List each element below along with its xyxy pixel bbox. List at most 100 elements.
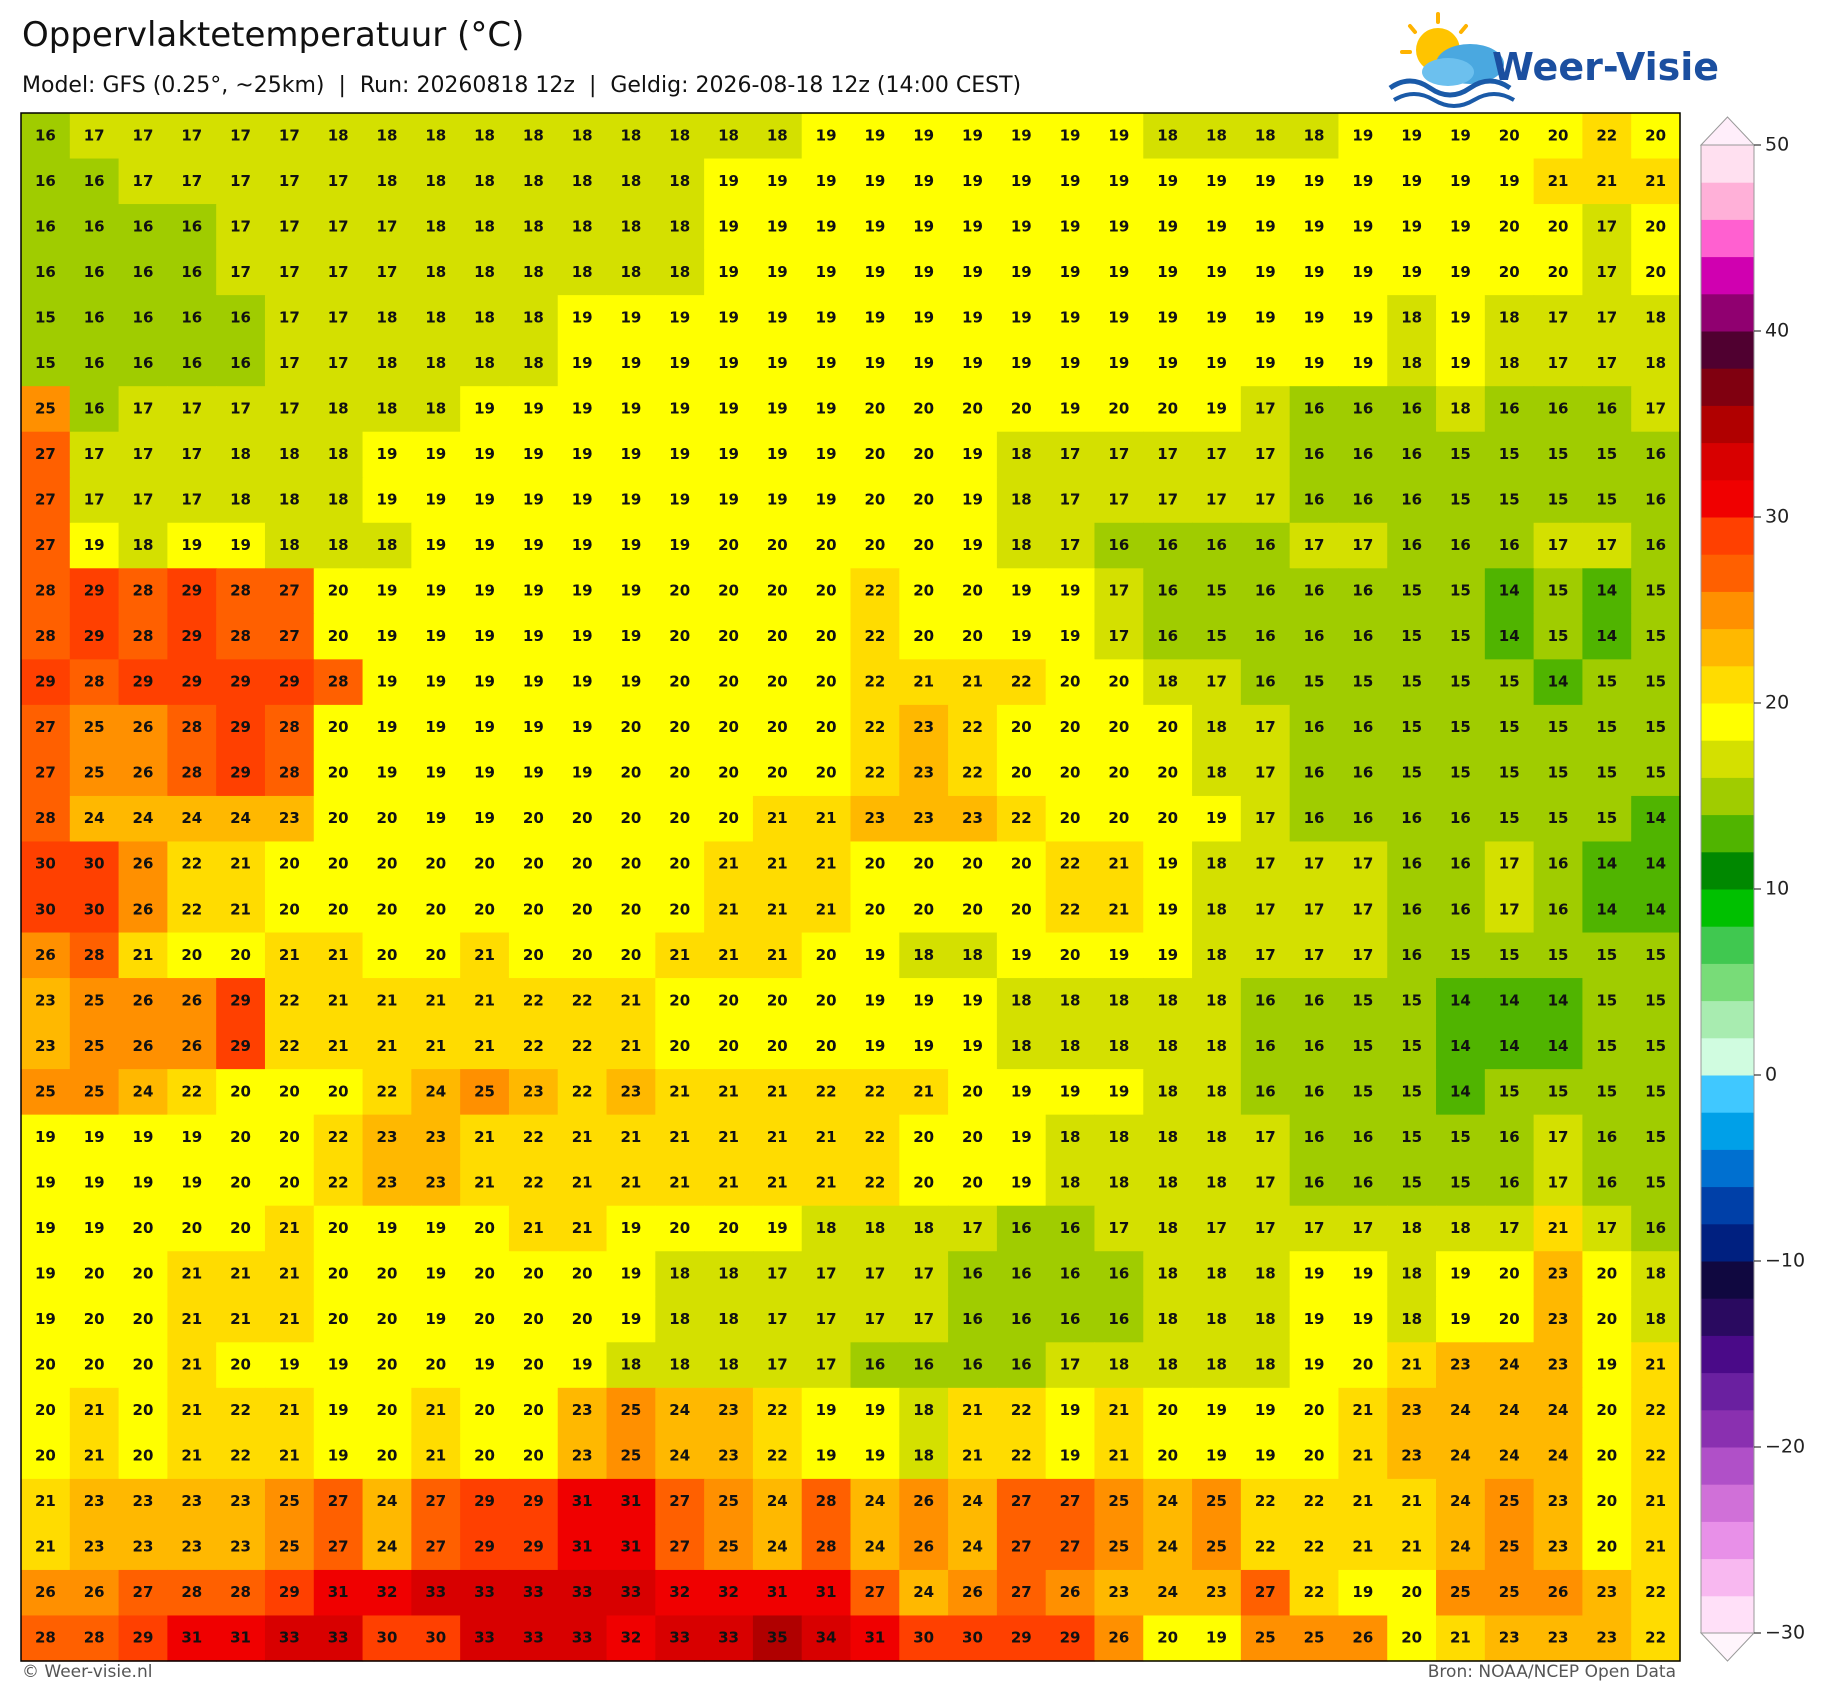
temperature-cell xyxy=(1387,158,1437,205)
temperature-cell xyxy=(1533,1160,1584,1207)
temperature-label: 17 xyxy=(181,399,202,417)
temperature-cell xyxy=(1484,795,1535,843)
temperature-cell xyxy=(1192,522,1242,569)
temperature-label: 19 xyxy=(1060,263,1081,281)
temperature-cell xyxy=(1582,932,1632,979)
temperature-label: 29 xyxy=(181,673,202,691)
temperature-cell xyxy=(1631,113,1681,160)
temperature-label: 19 xyxy=(718,172,739,190)
temperature-label: 24 xyxy=(1450,1492,1471,1510)
temperature-cell xyxy=(69,887,120,934)
temperature-label: 20 xyxy=(718,718,739,736)
temperature-label: 17 xyxy=(1255,1128,1276,1146)
temperature-cell xyxy=(996,340,1047,387)
temperature-label: 18 xyxy=(1011,491,1032,509)
temperature-label: 31 xyxy=(620,1538,641,1556)
temperature-label: 19 xyxy=(1011,1128,1032,1146)
temperature-cell xyxy=(1533,1251,1584,1298)
temperature-cell xyxy=(1192,613,1242,660)
temperature-cell xyxy=(1143,1160,1193,1207)
temperature-label: 16 xyxy=(1401,809,1422,827)
temperature-cell xyxy=(704,522,754,569)
temperature-label: 21 xyxy=(669,1173,690,1191)
temperature-label: 21 xyxy=(913,673,934,691)
temperature-label: 17 xyxy=(230,399,251,417)
temperature-label: 15 xyxy=(1596,491,1617,509)
temperature-cell xyxy=(508,1342,559,1389)
temperature-cell xyxy=(1484,204,1535,251)
temperature-label: 16 xyxy=(1450,900,1471,918)
temperature-cell xyxy=(118,795,168,843)
temperature-cell xyxy=(1338,1569,1388,1617)
temperature-label: 21 xyxy=(718,946,739,964)
temperature-cell xyxy=(606,568,656,615)
temperature-label: 25 xyxy=(474,1082,495,1100)
temperature-cell xyxy=(752,613,803,660)
temperature-cell xyxy=(1094,431,1144,478)
temperature-label: 16 xyxy=(181,354,202,372)
temperature-cell xyxy=(752,113,803,160)
temperature-label: 23 xyxy=(962,809,983,827)
temperature-label: 18 xyxy=(620,217,641,235)
temperature-label: 17 xyxy=(230,126,251,144)
temperature-label: 17 xyxy=(181,445,202,463)
temperature-label: 20 xyxy=(1011,764,1032,782)
temperature-cell xyxy=(1289,750,1340,797)
temperature-cell xyxy=(1582,1342,1632,1389)
temperature-label: 26 xyxy=(913,1492,934,1510)
temperature-cell xyxy=(216,1251,266,1298)
temperature-cell xyxy=(1192,1433,1242,1480)
temperature-cell xyxy=(1582,613,1632,660)
temperature-label: 25 xyxy=(35,1082,56,1100)
temperature-cell xyxy=(1631,1069,1681,1116)
temperature-label: 16 xyxy=(1548,399,1569,417)
temperature-cell xyxy=(557,1615,608,1662)
temperature-label: 21 xyxy=(230,900,251,918)
temperature-cell xyxy=(1338,158,1388,205)
temperature-cell xyxy=(1582,386,1632,433)
temperature-cell xyxy=(752,1023,803,1070)
temperature-cell xyxy=(1289,841,1340,888)
temperature-cell xyxy=(21,568,71,615)
temperature-label: 15 xyxy=(1645,1037,1666,1055)
temperature-label: 33 xyxy=(279,1629,300,1647)
temperature-cell xyxy=(1484,1615,1535,1662)
temperature-label: 30 xyxy=(35,900,56,918)
temperature-cell xyxy=(557,1296,608,1343)
temperature-cell xyxy=(216,1615,266,1662)
temperature-cell xyxy=(557,1433,608,1480)
temperature-label: 20 xyxy=(35,1447,56,1465)
temperature-label: 20 xyxy=(1304,1447,1325,1465)
temperature-label: 20 xyxy=(669,673,690,691)
temperature-label: 16 xyxy=(864,1356,885,1374)
temperature-cell xyxy=(264,477,315,524)
temperature-label: 18 xyxy=(425,354,446,372)
temperature-cell xyxy=(899,1433,949,1480)
temperature-label: 31 xyxy=(816,1583,837,1601)
temperature-cell xyxy=(167,386,217,433)
footer-source: Bron: NOAA/NCEP Open Data xyxy=(1428,1662,1676,1681)
temperature-label: 20 xyxy=(816,536,837,554)
temperature-label: 19 xyxy=(523,718,544,736)
temperature-cell xyxy=(1289,887,1340,934)
temperature-cell xyxy=(948,887,998,934)
temperature-label: 16 xyxy=(962,1265,983,1283)
temperature-label: 18 xyxy=(133,536,154,554)
temperature-cell xyxy=(1387,113,1437,160)
temperature-cell xyxy=(1289,659,1340,706)
temperature-label: 19 xyxy=(620,491,641,509)
temperature-label: 21 xyxy=(816,900,837,918)
temperature-cell xyxy=(1582,1251,1632,1298)
temperature-cell xyxy=(69,613,120,660)
temperature-cell xyxy=(557,113,608,160)
temperature-label: 20 xyxy=(328,855,349,873)
temperature-label: 18 xyxy=(913,1447,934,1465)
temperature-label: 20 xyxy=(1596,1447,1617,1465)
temperature-cell xyxy=(1289,1433,1340,1480)
temperature-label: 18 xyxy=(1401,1265,1422,1283)
temperature-label: 18 xyxy=(669,1310,690,1328)
temperature-cell xyxy=(69,932,120,979)
temperature-label: 17 xyxy=(1304,900,1325,918)
temperature-cell xyxy=(313,431,364,478)
temperature-label: 26 xyxy=(133,1037,154,1055)
